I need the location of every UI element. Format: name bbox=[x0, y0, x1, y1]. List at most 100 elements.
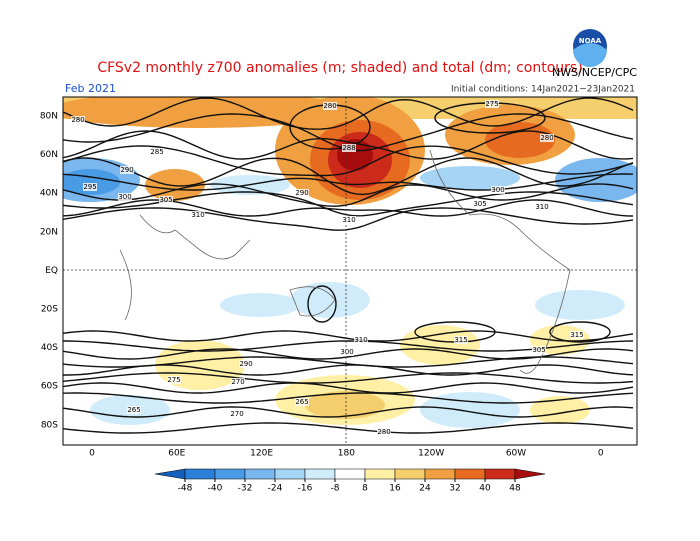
contour-label: 295 bbox=[83, 183, 96, 191]
contour bbox=[63, 382, 634, 394]
contour bbox=[63, 157, 634, 196]
colorbar-swatch bbox=[514, 468, 546, 480]
contour-label-bg bbox=[150, 148, 164, 156]
colorbar-tick-label: 24 bbox=[419, 484, 431, 494]
lat-label: 60N bbox=[40, 150, 58, 160]
lat-label: 20N bbox=[40, 227, 58, 237]
initial-conditions: Initial conditions: 14Jan2021−23Jan2021 bbox=[451, 85, 635, 95]
contour-label: 270 bbox=[231, 378, 244, 386]
contour-label-bg bbox=[491, 186, 505, 194]
lon-label: 180 bbox=[338, 449, 355, 459]
lon-label: 60W bbox=[506, 449, 526, 459]
contour-label: 280 bbox=[323, 102, 336, 110]
contour-label-bg bbox=[323, 102, 337, 110]
contour-label: 285 bbox=[150, 148, 163, 156]
contour-label: 310 bbox=[342, 216, 355, 224]
contour bbox=[63, 372, 634, 384]
contour-label: 265 bbox=[295, 398, 308, 406]
colorbar-swatch bbox=[154, 468, 186, 480]
contour-label-bg bbox=[377, 428, 391, 436]
colorbar-swatch bbox=[184, 468, 216, 480]
contour-label: 290 bbox=[120, 166, 133, 174]
contour-label: 310 bbox=[354, 336, 367, 344]
contour-label: 310 bbox=[535, 203, 548, 211]
contour-label-bg bbox=[83, 183, 97, 191]
period: Feb 2021 bbox=[65, 82, 116, 95]
lon-label: 60E bbox=[168, 449, 185, 459]
agency: NWS/NCEP/CPC bbox=[552, 66, 637, 79]
colorbar-tick-label: -16 bbox=[298, 484, 313, 494]
contour-label-bg bbox=[191, 211, 205, 219]
contour-label-bg bbox=[535, 203, 549, 211]
contour-label: 315 bbox=[454, 336, 467, 344]
contour-label-bg bbox=[570, 331, 584, 339]
contour-label: 270 bbox=[230, 410, 243, 418]
contour bbox=[63, 207, 634, 231]
colorbar-tick-label: -32 bbox=[238, 484, 253, 494]
contour bbox=[63, 199, 634, 217]
contour bbox=[63, 406, 634, 418]
lat-label: 80S bbox=[41, 420, 58, 430]
contour-label: 288 bbox=[342, 144, 355, 152]
colorbar-swatch bbox=[394, 468, 426, 480]
contour-label: 290 bbox=[239, 360, 252, 368]
contour-label-bg bbox=[342, 216, 356, 224]
colorbar-swatch bbox=[274, 468, 306, 480]
contour-label: 305 bbox=[159, 196, 172, 204]
contour-label: 280 bbox=[71, 116, 84, 124]
contour-label-bg bbox=[340, 348, 354, 356]
contour bbox=[63, 392, 634, 404]
contour-label: 300 bbox=[340, 348, 353, 356]
contour bbox=[63, 422, 634, 434]
contour-label: 275 bbox=[485, 100, 498, 108]
lat-label: 20S bbox=[41, 305, 58, 315]
contour-label: 310 bbox=[191, 211, 204, 219]
contour-label: 265 bbox=[127, 406, 140, 414]
map-frame bbox=[62, 96, 638, 446]
contour-label: 300 bbox=[118, 193, 131, 201]
contour-label: 275 bbox=[167, 376, 180, 384]
contour-label: 280 bbox=[377, 428, 390, 436]
contour-label-bg bbox=[127, 406, 141, 414]
contour bbox=[63, 97, 634, 130]
map bbox=[63, 97, 637, 445]
colorbar-swatch bbox=[244, 468, 276, 480]
logo-wave bbox=[573, 43, 607, 67]
contour-label: 300 bbox=[491, 186, 504, 194]
colorbar-swatch bbox=[214, 468, 246, 480]
contour-label-bg bbox=[71, 116, 85, 124]
contour-label-bg bbox=[230, 410, 244, 418]
contour-label-bg bbox=[485, 100, 499, 108]
contour bbox=[63, 183, 634, 207]
colorbar-tick-label: -48 bbox=[178, 484, 193, 494]
contour bbox=[307, 285, 337, 323]
colorbar-tick-label: 8 bbox=[362, 484, 368, 494]
contour-label-bg bbox=[473, 200, 487, 208]
lon-label: 120E bbox=[250, 449, 273, 459]
colorbar-tick-label: 32 bbox=[449, 484, 460, 494]
lat-label: 40N bbox=[40, 189, 58, 199]
contour-label-bg bbox=[120, 166, 134, 174]
lon-label: 0 bbox=[598, 449, 604, 459]
colorbar-swatch bbox=[364, 468, 396, 480]
contour-label: 305 bbox=[532, 346, 545, 354]
contour-label-bg bbox=[295, 398, 309, 406]
lat-label: 40S bbox=[41, 343, 58, 353]
colorbar-swatch bbox=[484, 468, 516, 480]
contour-label-bg bbox=[295, 189, 309, 197]
colorbar-swatch bbox=[334, 468, 366, 480]
contour bbox=[63, 330, 634, 342]
lat-label: 60S bbox=[41, 382, 58, 392]
colorbar-swatch bbox=[454, 468, 486, 480]
lat-label: 80N bbox=[40, 112, 58, 122]
contour-label-bg bbox=[231, 378, 245, 386]
contour bbox=[63, 364, 634, 376]
contour-label: 290 bbox=[295, 189, 308, 197]
contour-label: 305 bbox=[473, 200, 486, 208]
colorbar-swatch bbox=[304, 468, 336, 480]
contour bbox=[63, 145, 634, 177]
logo-text: NOAA bbox=[579, 37, 602, 45]
contour-label-bg bbox=[354, 336, 368, 344]
